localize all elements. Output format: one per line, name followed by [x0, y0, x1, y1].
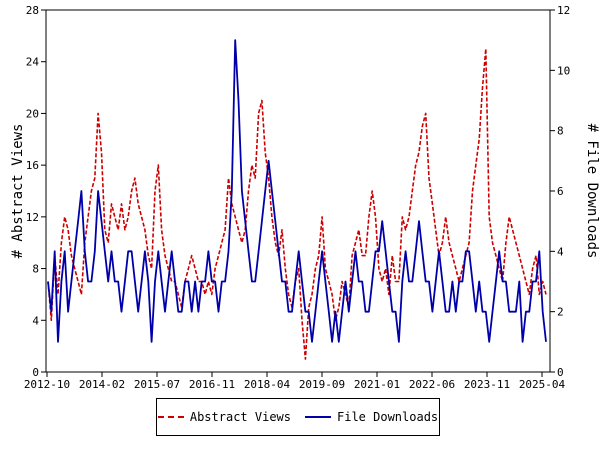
y-right-tick-label: 0 [557, 366, 564, 379]
y-left-tick-label: 4 [32, 314, 39, 327]
x-tick-label: 2015-07 [134, 378, 180, 391]
legend-label-file-downloads: File Downloads [337, 410, 439, 424]
y-left-tick-label: 8 [32, 263, 39, 276]
x-tick-label: 2014-02 [79, 378, 125, 391]
series-line-file-downloads [47, 39, 547, 343]
y-right-tick-label: 2 [557, 306, 564, 319]
y-right-tick-label: 12 [557, 4, 570, 17]
x-tick-label: 2022-06 [409, 378, 455, 391]
x-tick-label: 2018-04 [244, 378, 291, 391]
y-left-axis-title: # Abstract Views [10, 124, 26, 259]
y-right-tick-label: 8 [557, 125, 564, 138]
x-tick-label: 2021-01 [354, 378, 400, 391]
legend-item-file-downloads: File Downloads [305, 410, 438, 424]
legend-item-abstract-views: Abstract Views [157, 410, 291, 424]
y-left-tick-label: 0 [32, 366, 39, 379]
y-right-tick-label: 4 [557, 245, 564, 258]
x-tick-label: 2019-09 [299, 378, 345, 391]
legend-swatch-abstract-views [157, 416, 184, 418]
series-layer [47, 39, 547, 360]
y-left-tick-label: 28 [26, 4, 39, 17]
y-right-tick-label: 10 [557, 64, 570, 77]
y-left-tick-label: 24 [26, 56, 40, 69]
legend-swatch-file-downloads [305, 416, 331, 418]
plot-frame [45, 9, 551, 373]
y-left-tick-label: 16 [26, 159, 39, 172]
y-left-tick-label: 12 [26, 211, 39, 224]
x-tick-label: 2025-04 [519, 378, 566, 391]
y-left-tick-label: 20 [26, 107, 39, 120]
series-line-abstract-views [47, 47, 547, 360]
legend: Abstract Views File Downloads [156, 398, 440, 436]
x-tick-label: 2016-11 [189, 378, 235, 391]
y-right-tick-label: 6 [557, 185, 564, 198]
y-right-axis-title: # File Downloads [584, 124, 600, 259]
x-tick-label: 2012-10 [24, 378, 70, 391]
legend-label-abstract-views: Abstract Views [189, 410, 291, 424]
x-tick-label: 2023-11 [464, 378, 510, 391]
